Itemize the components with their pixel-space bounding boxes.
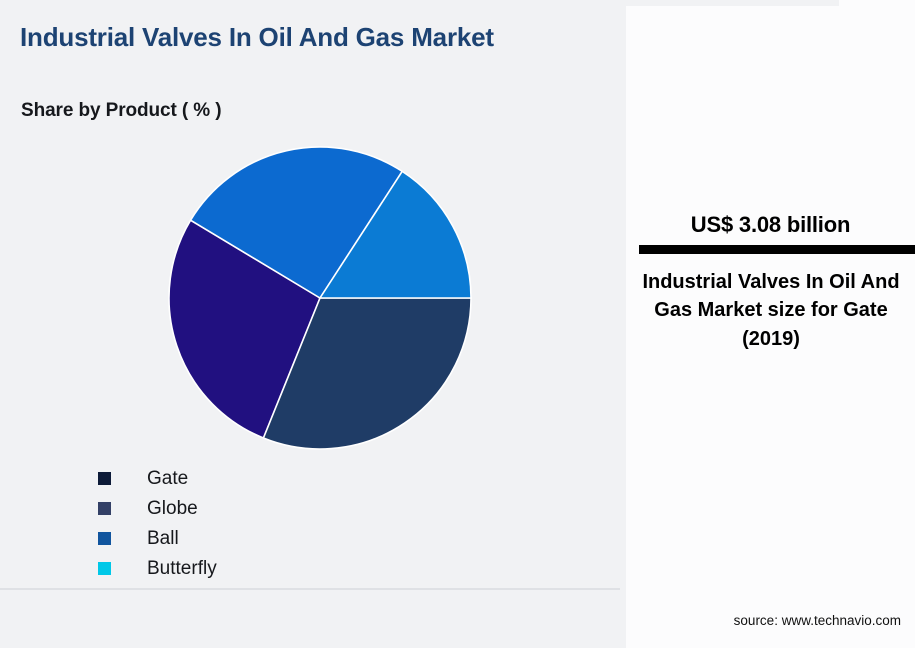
chart-right-panel: US$ 3.08 billion Industrial Valves In Oi… (626, 0, 915, 648)
pie-slice-globe (262, 297, 472, 450)
kpi-caption: Industrial Valves In Oil And Gas Market … (642, 271, 900, 350)
legend-swatch-icon (98, 561, 111, 575)
kpi-value: US$ 3.08 billion (690, 212, 851, 237)
page-title: Industrial Valves In Oil And Gas Market (20, 22, 494, 52)
legend-item-globe: Globe (98, 493, 518, 523)
legend-label: Ball (147, 527, 179, 549)
pie-slice-ball (189, 146, 404, 300)
legend-swatch-icon (98, 531, 111, 545)
pie-slice-butterfly (318, 170, 472, 299)
chart-left-panel: Industrial Valves In Oil And Gas Market … (0, 22, 620, 590)
legend-item-butterfly: Butterfly (98, 553, 518, 583)
pie-chart (168, 146, 472, 450)
panel-top-notch (626, 0, 839, 6)
pie-chart-svg (168, 146, 472, 450)
legend-swatch-icon (98, 471, 111, 485)
legend-item-gate: Gate (98, 463, 518, 493)
chart-legend: Gate Globe Ball Butterfly (98, 463, 518, 583)
legend-label: Globe (147, 497, 198, 519)
panel-divider (0, 588, 620, 590)
source-note: source: www.technavio.com (733, 613, 901, 628)
legend-swatch-icon (98, 501, 111, 515)
chart-subtitle: Share by Product ( % ) (21, 100, 222, 121)
kpi-underline (639, 245, 915, 254)
legend-label: Butterfly (147, 557, 217, 579)
legend-item-ball: Ball (98, 523, 518, 553)
pie-slice-gate (168, 219, 321, 440)
legend-label: Gate (147, 467, 189, 489)
